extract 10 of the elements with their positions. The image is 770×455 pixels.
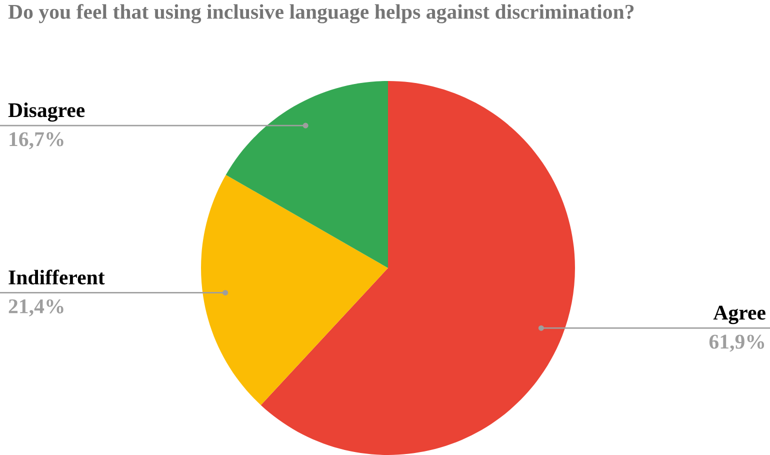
slice-label: Indifferent [8, 270, 105, 284]
data-label: 61,9% [709, 334, 764, 352]
data-label: 16,7% [10, 132, 64, 150]
pie-slice [260, 81, 575, 455]
slice-label: Agree [713, 306, 766, 324]
chart-title: Do you feel that using inclusive language helps against discrimination? [8, 4, 634, 24]
pie-slice [226, 81, 388, 268]
pie-slice [201, 174, 388, 406]
slice-label: Disagree [8, 102, 85, 122]
data-label: 21,4% [8, 299, 64, 316]
